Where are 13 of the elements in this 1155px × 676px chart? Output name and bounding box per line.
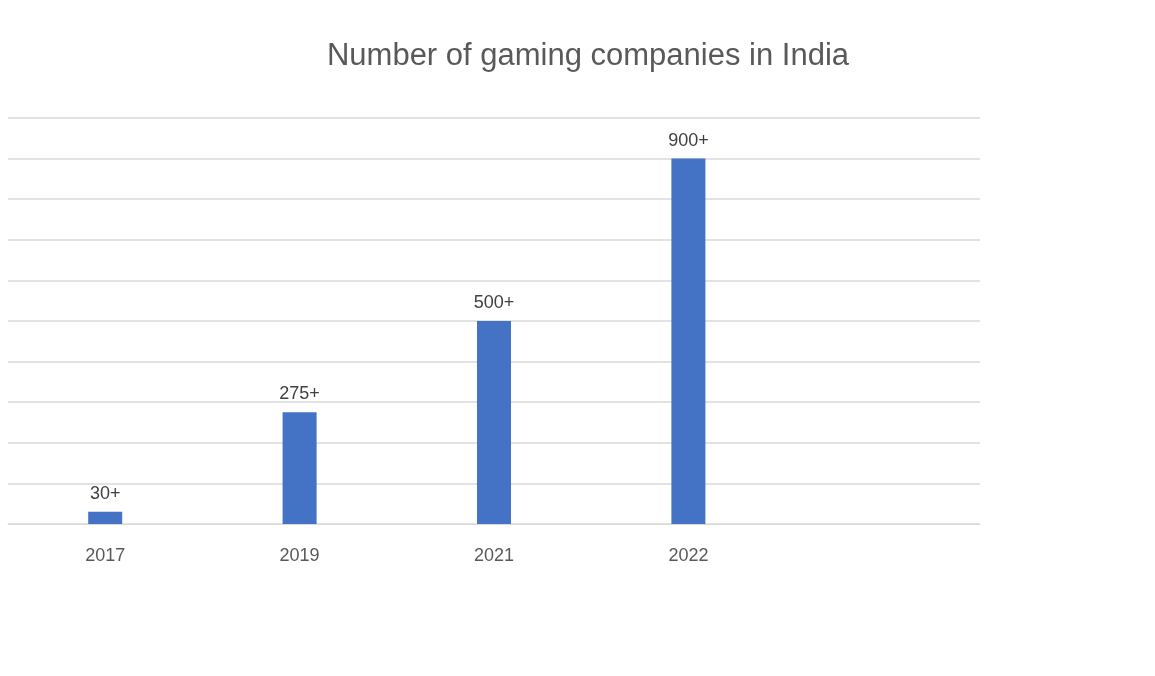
bar xyxy=(671,158,706,524)
bar xyxy=(477,321,511,524)
data-label: 900+ xyxy=(668,129,709,150)
x-tick-label: 2021 xyxy=(473,545,515,565)
data-label: 30+ xyxy=(89,482,121,503)
x-tick-label: 2022 xyxy=(668,545,709,565)
data-label: 500+ xyxy=(473,292,515,312)
bar xyxy=(282,412,317,524)
data-label: 275+ xyxy=(279,383,320,404)
x-tick-label: 2019 xyxy=(279,545,320,565)
x-tick-label: 2017 xyxy=(85,545,126,565)
chart-title: Number of gaming companies in India xyxy=(326,37,850,72)
bar xyxy=(88,511,123,524)
